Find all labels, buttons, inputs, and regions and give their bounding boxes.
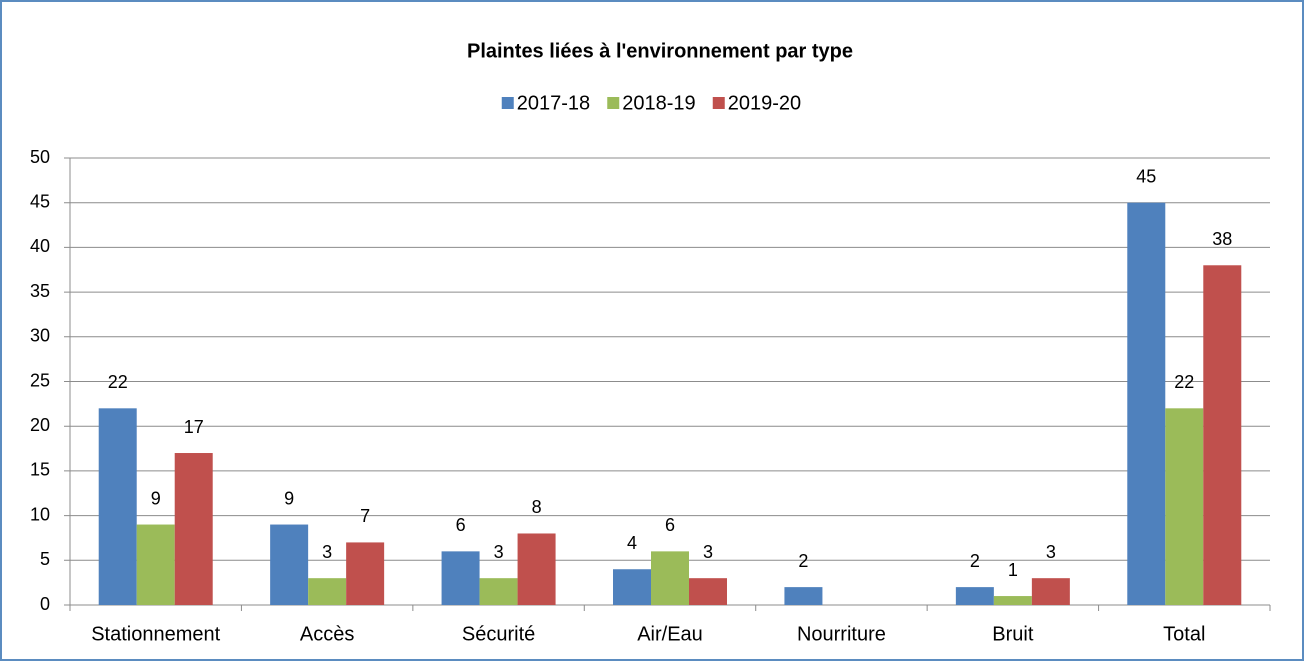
bar: [441, 551, 480, 605]
data-label: 45: [1136, 166, 1156, 186]
legend-swatch: [607, 97, 620, 109]
bar: [517, 533, 556, 605]
y-tick-label: 35: [30, 281, 50, 301]
bar: [613, 569, 651, 605]
data-label: 22: [108, 372, 128, 392]
bar: [136, 524, 175, 605]
y-tick-label: 10: [30, 504, 50, 524]
y-tick-label: 15: [30, 460, 50, 480]
x-tick-label: Stationnement: [91, 623, 220, 645]
y-tick-label: 40: [30, 236, 50, 256]
y-tick-label: 50: [30, 147, 50, 167]
chart-title: Plaintes liées à l'environnement par typ…: [467, 40, 853, 62]
bar: [346, 542, 385, 605]
x-tick-label: Accès: [300, 623, 354, 645]
legend-swatch: [501, 97, 514, 109]
data-label: 1: [1008, 560, 1018, 580]
data-label: 6: [456, 515, 466, 535]
legend-label: 2018-19: [622, 92, 695, 114]
data-label: 3: [703, 542, 713, 562]
legend-swatch: [712, 97, 725, 109]
x-tick-label: Air/Eau: [637, 623, 703, 645]
x-tick-label: Nourriture: [797, 623, 886, 645]
data-label: 3: [322, 542, 332, 562]
data-label: 9: [284, 488, 294, 508]
bar: [651, 551, 689, 605]
x-tick-label: Sécurité: [462, 623, 535, 645]
y-tick-label: 25: [30, 370, 50, 390]
y-tick-label: 5: [40, 549, 50, 569]
data-label: 6: [665, 515, 675, 535]
legend-label: 2017-18: [517, 92, 590, 114]
bar: [1031, 578, 1070, 605]
y-tick-label: 30: [30, 326, 50, 346]
data-label: 2: [798, 551, 808, 571]
y-tick-label: 45: [30, 191, 50, 211]
x-tick-label: Total: [1163, 623, 1205, 645]
bar: [1165, 408, 1204, 605]
bar: [98, 408, 137, 605]
y-tick-label: 20: [30, 415, 50, 435]
legend-label: 2019-20: [728, 92, 801, 114]
data-label: 4: [627, 533, 637, 553]
data-label: 38: [1212, 229, 1232, 249]
bar: [1127, 202, 1166, 605]
data-label: 3: [1046, 542, 1056, 562]
bar: [1203, 265, 1242, 605]
data-label: 2: [970, 551, 980, 571]
bar: [993, 596, 1032, 605]
data-label: 22: [1174, 372, 1194, 392]
bar: [955, 587, 994, 605]
x-tick-label: Bruit: [992, 623, 1034, 645]
y-tick-label: 0: [40, 594, 50, 614]
bar: [479, 578, 518, 605]
bar: [270, 524, 309, 605]
data-label: 17: [184, 417, 204, 437]
bar: [784, 587, 823, 605]
data-label: 3: [494, 542, 504, 562]
data-label: 9: [151, 488, 161, 508]
bar: [689, 578, 727, 605]
data-label: 7: [360, 506, 370, 526]
data-label: 8: [532, 497, 542, 517]
bar: [174, 453, 213, 605]
bar: [308, 578, 347, 605]
